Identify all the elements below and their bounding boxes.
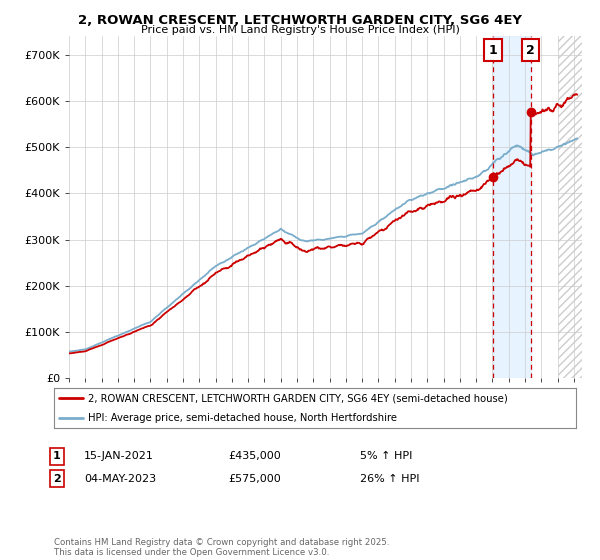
Text: 2, ROWAN CRESCENT, LETCHWORTH GARDEN CITY, SG6 4EY: 2, ROWAN CRESCENT, LETCHWORTH GARDEN CIT… <box>78 14 522 27</box>
Text: 2: 2 <box>53 474 61 484</box>
Text: HPI: Average price, semi-detached house, North Hertfordshire: HPI: Average price, semi-detached house,… <box>88 413 397 423</box>
Bar <box>493 36 530 378</box>
Text: £435,000: £435,000 <box>228 451 281 461</box>
Text: 2: 2 <box>526 44 535 57</box>
Text: Contains HM Land Registry data © Crown copyright and database right 2025.
This d: Contains HM Land Registry data © Crown c… <box>54 538 389 557</box>
Text: 1: 1 <box>489 44 497 57</box>
Text: 2, ROWAN CRESCENT, LETCHWORTH GARDEN CITY, SG6 4EY (semi-detached house): 2, ROWAN CRESCENT, LETCHWORTH GARDEN CIT… <box>88 393 508 403</box>
Text: £575,000: £575,000 <box>228 474 281 484</box>
Text: Price paid vs. HM Land Registry's House Price Index (HPI): Price paid vs. HM Land Registry's House … <box>140 25 460 35</box>
Text: 15-JAN-2021: 15-JAN-2021 <box>84 451 154 461</box>
Text: 5% ↑ HPI: 5% ↑ HPI <box>360 451 412 461</box>
Text: 26% ↑ HPI: 26% ↑ HPI <box>360 474 419 484</box>
Text: 04-MAY-2023: 04-MAY-2023 <box>84 474 156 484</box>
Text: 1: 1 <box>53 451 61 461</box>
Bar <box>557 36 598 378</box>
